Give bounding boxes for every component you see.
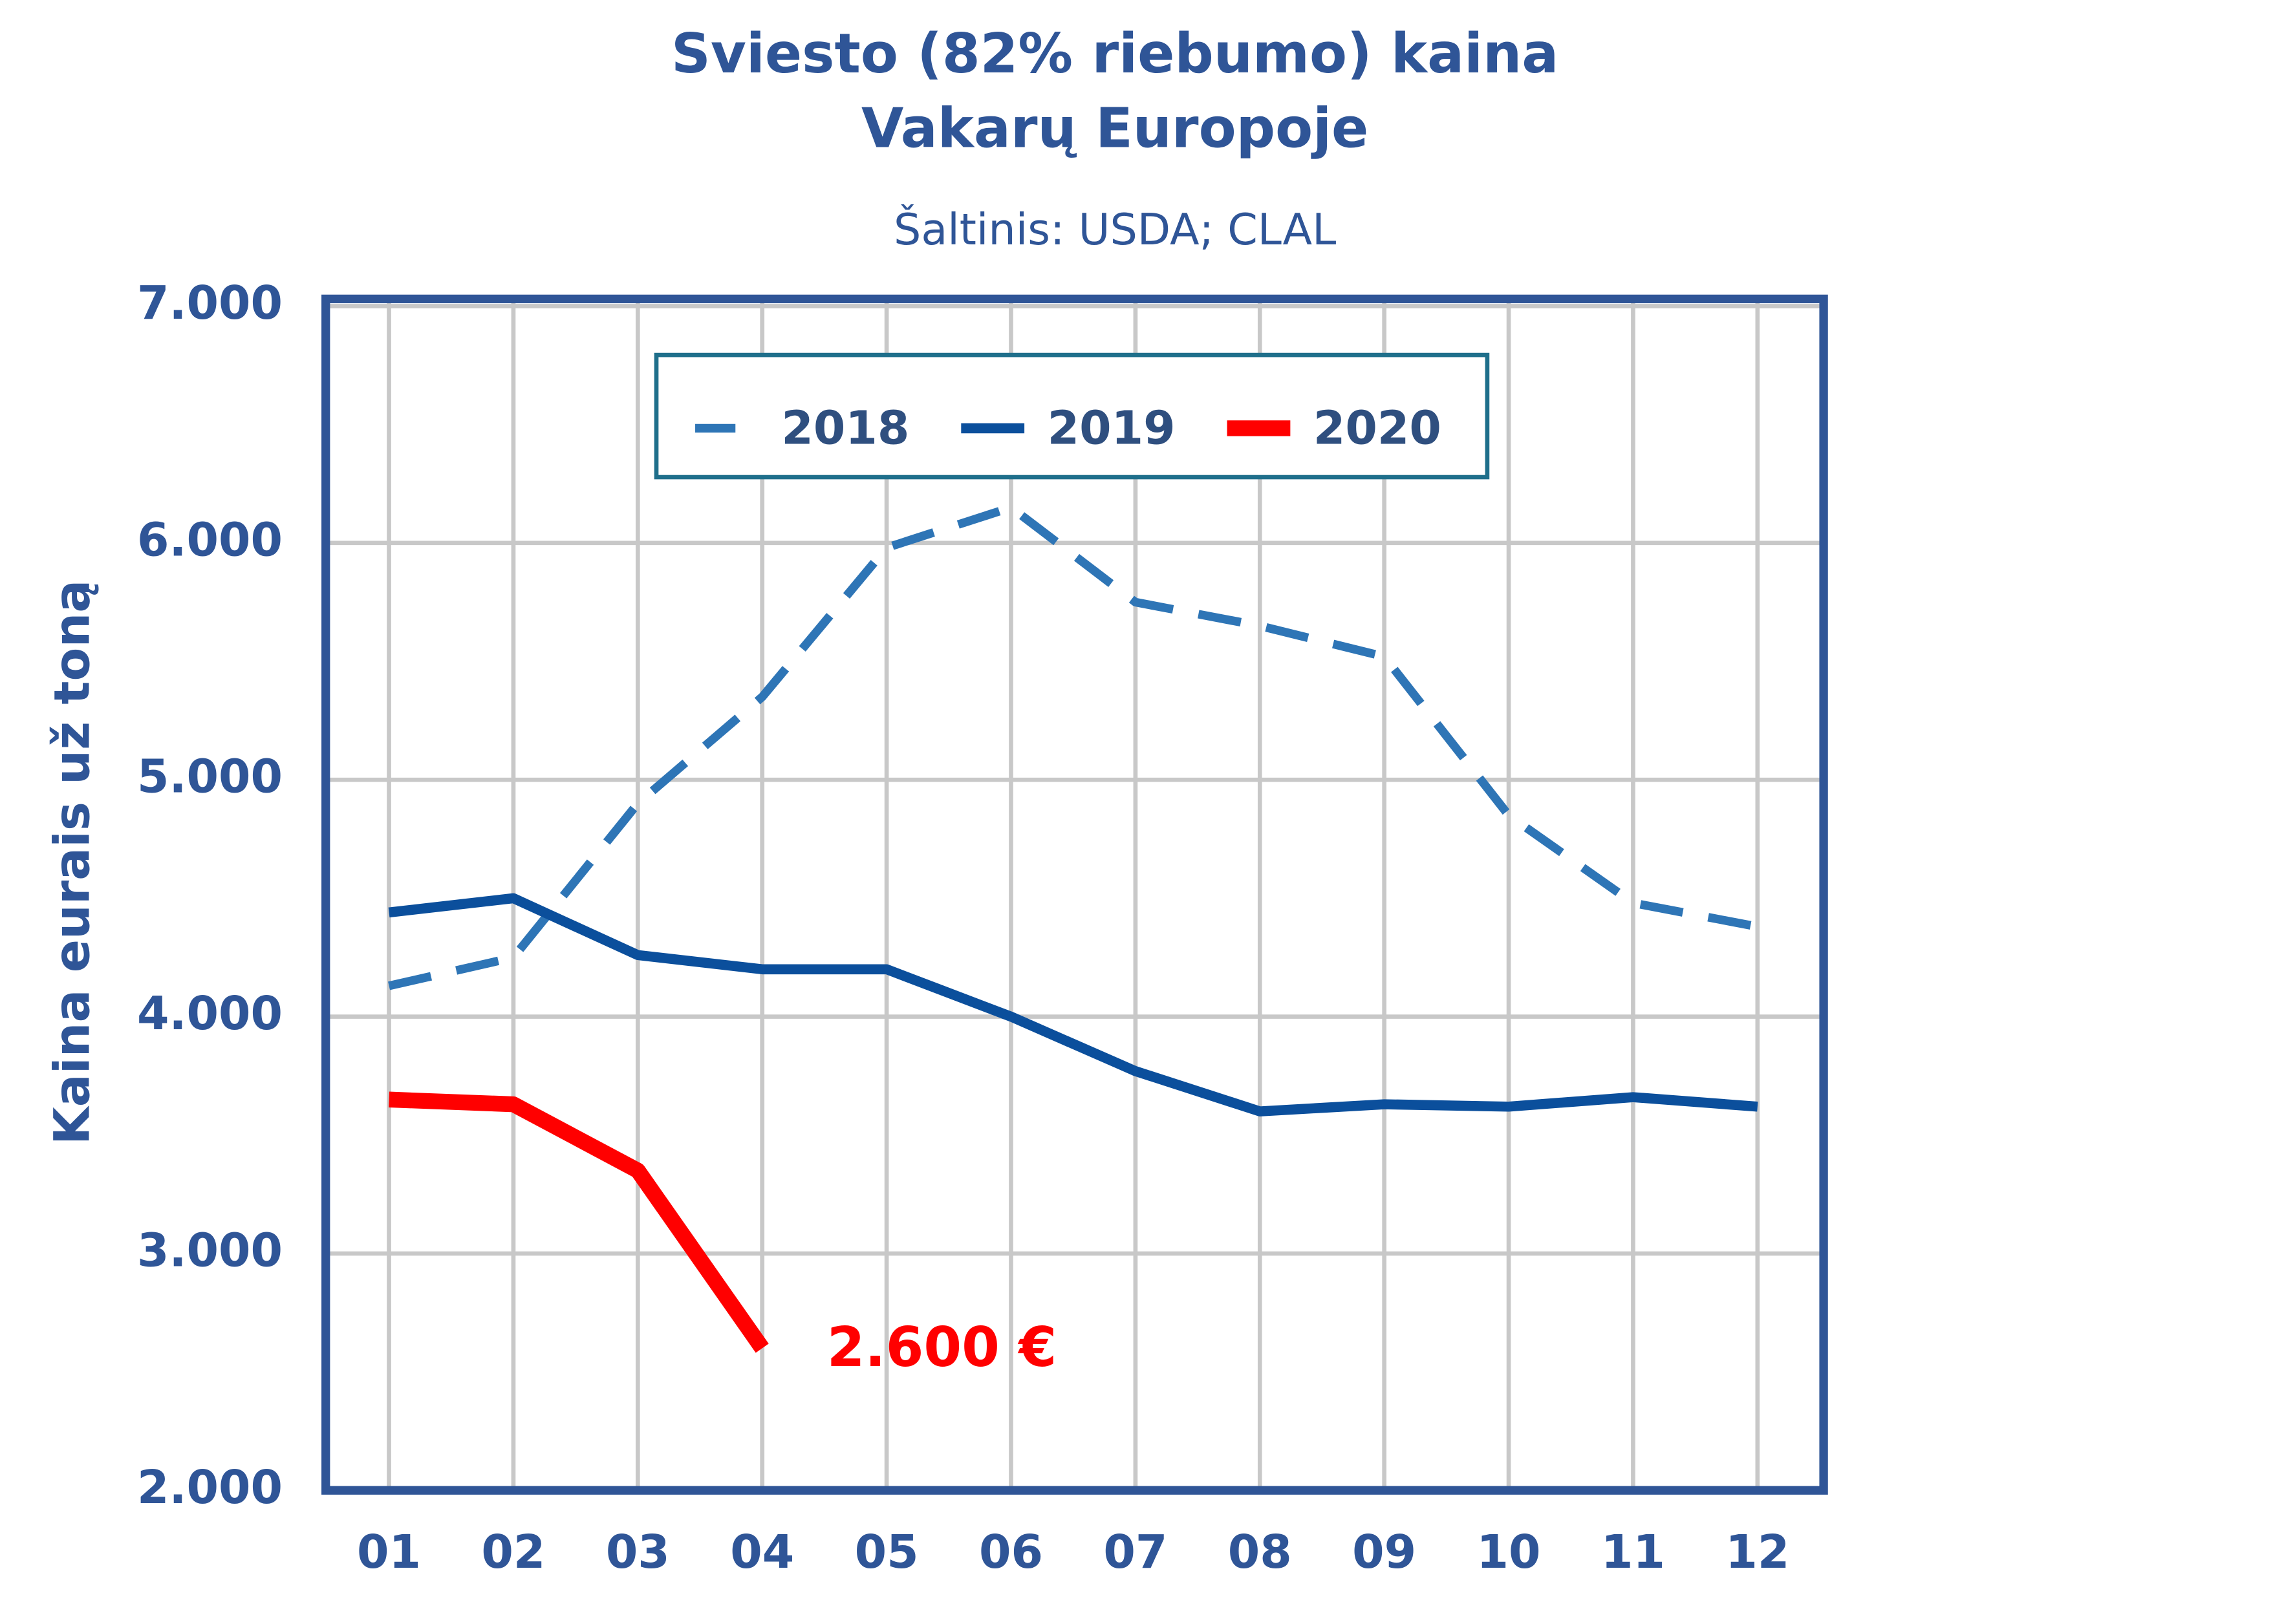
y-axis-label: Kaina eurais už toną — [43, 580, 100, 1145]
y-tick-label: 3.000 — [137, 1223, 283, 1277]
y-tick-label: 2.000 — [137, 1460, 283, 1514]
chart-title: Sviesto (82% riebumo) kaina — [671, 22, 1558, 85]
x-tick-label: 02 — [481, 1525, 545, 1579]
line-series — [388, 503, 1759, 990]
plot-frame — [321, 294, 1828, 1495]
y-tick-label: 5.000 — [137, 750, 283, 804]
annotation: 2.600 € — [827, 1316, 1057, 1379]
x-tick-label: 03 — [606, 1525, 670, 1579]
y-tick-label: 6.000 — [137, 513, 283, 566]
plot-area — [325, 299, 1824, 1491]
y-tick-label: 7.000 — [137, 276, 283, 330]
x-tick-label: 01 — [357, 1525, 421, 1579]
x-tick-label: 12 — [1725, 1525, 1789, 1579]
x-tick-label: 07 — [1103, 1525, 1167, 1579]
legend-label: 2018 — [781, 401, 909, 454]
legend-box — [654, 352, 1490, 480]
line-series — [389, 1091, 769, 1353]
x-tick-label: 10 — [1477, 1525, 1541, 1579]
chart-subtitle: Vakarų Europoje — [861, 96, 1368, 160]
x-tick-label: 06 — [979, 1525, 1043, 1579]
legend-label: 2020 — [1313, 401, 1441, 454]
source: Šaltinis: USDA; CLAL — [894, 204, 1336, 255]
x-tick-label: 05 — [855, 1525, 919, 1579]
legend-label: 2019 — [1048, 401, 1176, 454]
x-tick-label: 09 — [1352, 1525, 1416, 1579]
y-tick-label: 4.000 — [137, 987, 283, 1040]
x-tick-label: 11 — [1601, 1525, 1665, 1579]
x-tick-label: 04 — [730, 1525, 794, 1579]
x-tick-label: 08 — [1228, 1525, 1292, 1579]
line-series — [388, 893, 1758, 1116]
